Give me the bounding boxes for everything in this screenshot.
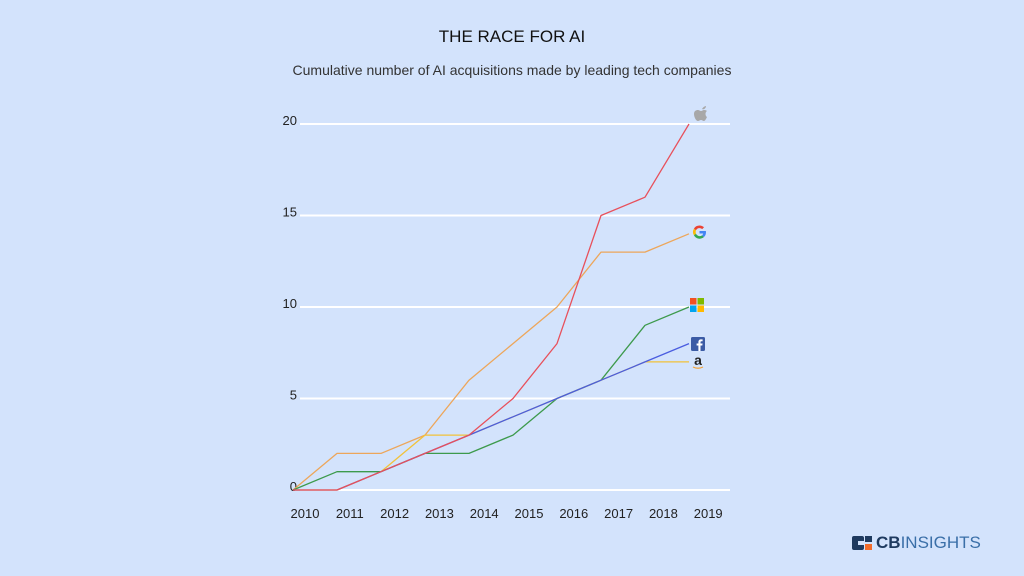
x-tick-label: 2014 [470,506,499,521]
x-tick-label: 2015 [515,506,544,521]
cb-insights-logo: CBINSIGHTS [852,533,981,553]
amazon-icon: a [692,352,704,369]
chart-title: THE RACE FOR AI [438,27,586,46]
x-tick-label: 2013 [425,506,454,521]
brand-insights: INSIGHTS [900,533,981,552]
google-icon [693,225,707,239]
x-tick-label: 2017 [604,506,633,521]
x-tick-label: 2018 [649,506,678,521]
series-line-google [292,233,690,491]
x-tick-label: 2019 [694,506,723,521]
x-tick-label: 2012 [380,506,409,521]
x-tick-label: 2010 [291,506,320,521]
microsoft-icon [690,298,704,312]
cb-insights-mark-icon [852,536,872,550]
y-tick-label: 0 [290,479,297,494]
x-tick-label: 2011 [336,506,364,521]
series-line-microsoft [292,306,690,491]
y-tick-label: 15 [283,205,297,220]
chart-subtitle: Cumulative number of AI acquisitions mad… [292,62,732,78]
facebook-icon [691,337,705,352]
y-tick-label: 5 [290,388,297,403]
brand-cb: CB [876,533,901,552]
y-tick-label: 10 [283,296,297,311]
y-tick-label: 20 [283,113,297,128]
apple-icon [694,106,707,121]
x-tick-label: 2016 [559,506,588,521]
series-line-apple [293,123,690,491]
svg-text:a: a [694,352,702,368]
